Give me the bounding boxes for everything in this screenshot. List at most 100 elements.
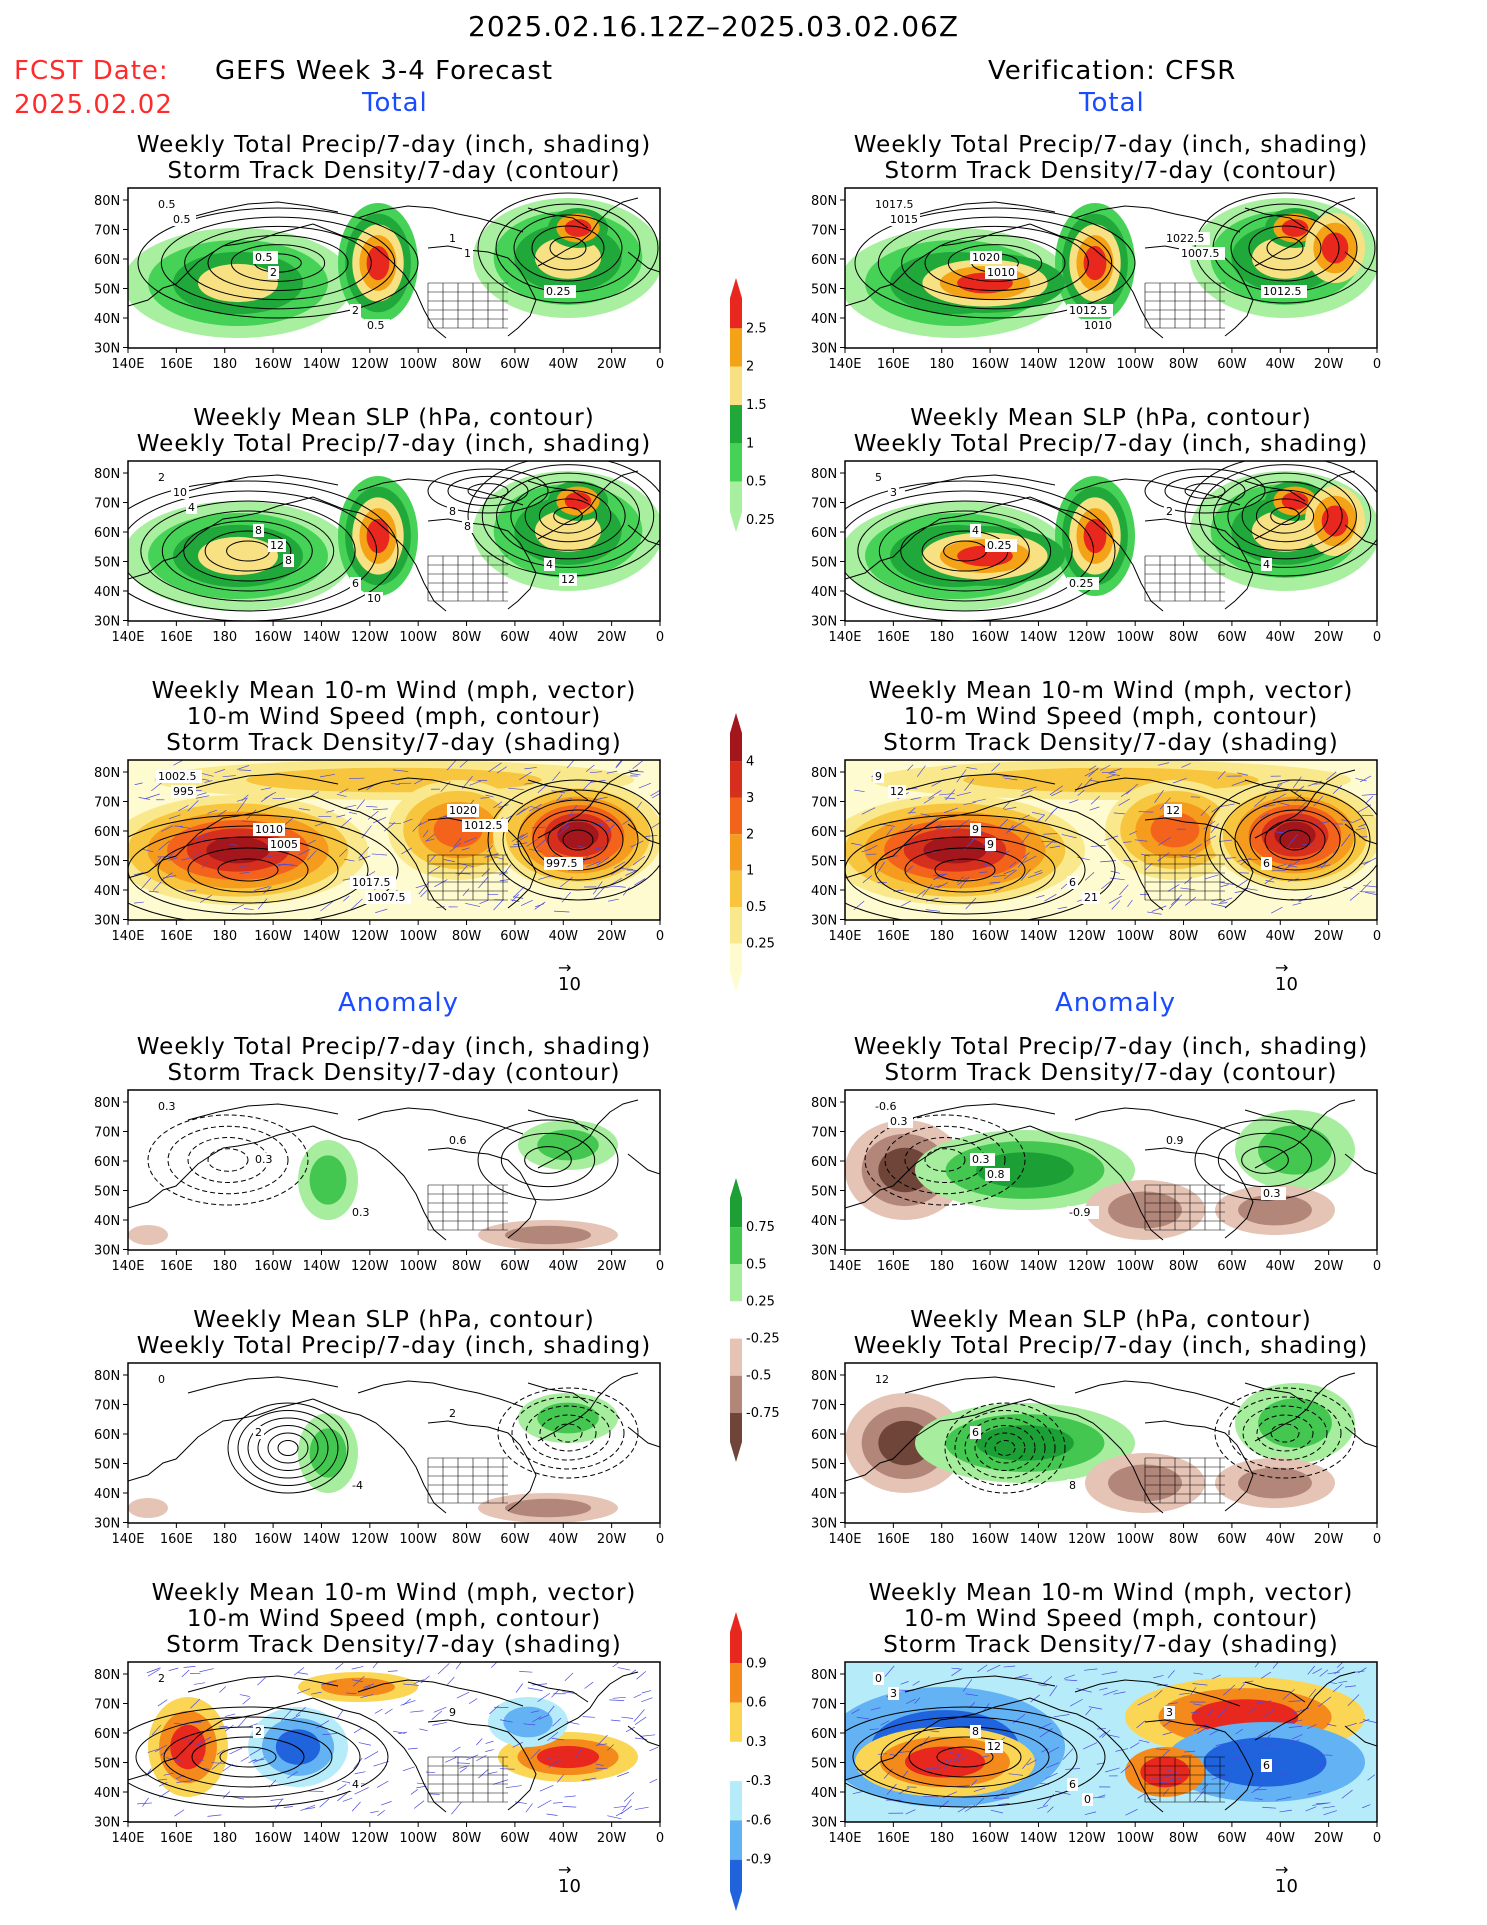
wind-vector xyxy=(1273,1740,1284,1751)
wind-vector xyxy=(517,806,530,815)
lat-label: 70N xyxy=(94,1126,120,1141)
wind-vector xyxy=(336,793,347,797)
contour-label: 2 xyxy=(1166,505,1173,518)
wind-vector xyxy=(222,1791,230,1799)
wind-vector xyxy=(1204,874,1219,880)
wind-vector xyxy=(1298,806,1307,817)
wind-vector xyxy=(1275,1796,1292,1801)
wind-vector xyxy=(463,837,477,843)
wind-vector xyxy=(1064,1679,1078,1682)
contour-label-bg xyxy=(888,785,906,798)
lon-label: 20W xyxy=(597,1831,627,1846)
wind-vector xyxy=(1126,783,1139,795)
wind-vector xyxy=(992,874,1006,878)
wind-vector xyxy=(914,889,926,899)
panel-title: Weekly Mean SLP (hPa, contour) Weekly Tot… xyxy=(805,1307,1417,1359)
lon-label: 60W xyxy=(500,1831,530,1846)
wind-vector xyxy=(1306,1724,1317,1729)
wind-vector xyxy=(649,1778,658,1784)
contour-label-bg xyxy=(544,558,555,571)
wind-vector xyxy=(418,882,430,895)
colorbar-swatch xyxy=(730,1264,742,1302)
coastline xyxy=(187,1675,339,1693)
wind-vector xyxy=(989,881,1001,884)
colorbar-label: 1 xyxy=(746,436,754,451)
contour-label-bg xyxy=(253,1153,278,1166)
wind-vector xyxy=(239,872,250,874)
wind-vector xyxy=(922,883,933,897)
wind-vector xyxy=(320,901,333,912)
contour-line xyxy=(845,1706,1106,1808)
storm-shading xyxy=(1150,812,1200,848)
lon-label: 80W xyxy=(1169,929,1199,944)
contour-label-bg xyxy=(447,1706,458,1719)
wind-vector xyxy=(1069,1698,1083,1707)
contour-line xyxy=(167,1125,289,1195)
wind-vector xyxy=(515,1683,523,1693)
panel-title-line: Weekly Mean SLP (hPa, contour) xyxy=(193,405,595,431)
wind-vector xyxy=(615,760,623,769)
wind-vector xyxy=(1161,1775,1172,1778)
contour-label-bg xyxy=(985,838,996,851)
wind-vector xyxy=(144,793,160,800)
contour-line xyxy=(183,520,313,582)
wind-vector xyxy=(630,773,641,776)
lat-label: 50N xyxy=(94,1458,120,1473)
wind-vector xyxy=(352,1679,363,1683)
wind-vector xyxy=(1332,1683,1343,1693)
wind-vector xyxy=(429,1793,440,1795)
wind-vector xyxy=(530,1748,541,1760)
wind-vector xyxy=(958,819,970,827)
contour-label: -0.6 xyxy=(875,1100,896,1113)
lon-label: 60W xyxy=(500,929,530,944)
vector-reference: → 10 xyxy=(558,1860,581,1898)
coastline xyxy=(845,1125,1031,1209)
lon-label: 140E xyxy=(828,357,861,372)
wind-vector xyxy=(1220,884,1229,888)
contour-line xyxy=(1184,483,1226,499)
wind-vector xyxy=(316,1720,330,1729)
lon-label: 20W xyxy=(597,630,627,645)
wind-vector xyxy=(1017,856,1027,868)
wind-vector xyxy=(628,770,644,773)
wind-vector xyxy=(384,1708,393,1715)
wind-vector xyxy=(552,771,561,781)
contour-label: 0.5 xyxy=(173,213,191,226)
wind-vector xyxy=(292,1714,301,1720)
lat-label: 40N xyxy=(94,312,120,327)
coastline xyxy=(537,470,639,540)
panel-title: Weekly Total Precip/7-day (inch, shading… xyxy=(88,1034,700,1086)
contour-label: 6 xyxy=(1069,876,1076,889)
lon-label: 140W xyxy=(303,1532,341,1547)
wind-vector xyxy=(364,1751,379,1760)
map-content: 2 2 4 9 xyxy=(128,1662,660,1820)
contour-label-bg xyxy=(559,573,577,586)
lon-label: 0 xyxy=(1373,357,1381,372)
wind-vector xyxy=(962,1678,973,1692)
lon-label: 140E xyxy=(828,630,861,645)
wind-vector xyxy=(1011,820,1025,829)
colorbar-label: 0.25 xyxy=(746,1294,775,1309)
wind-vector xyxy=(391,782,400,786)
contour-label: 1022.5 xyxy=(1166,232,1205,245)
wind-vector xyxy=(400,1700,416,1706)
wind-vector xyxy=(561,891,572,903)
lat-label: 30N xyxy=(811,1244,837,1259)
wind-vector xyxy=(1341,833,1351,847)
wind-vector xyxy=(257,1677,266,1686)
wind-vector xyxy=(263,886,272,894)
colorbar-swatch xyxy=(730,1612,742,1664)
coastline xyxy=(1254,197,1356,267)
coastline xyxy=(627,823,660,845)
contour-label-bg xyxy=(156,198,181,211)
wind-vector xyxy=(850,842,863,846)
wind-vector xyxy=(462,888,470,897)
contour-label-bg xyxy=(888,1687,899,1700)
panel-title-line: Weekly Mean SLP (hPa, contour) xyxy=(193,1307,595,1333)
coastline xyxy=(904,474,1056,492)
lon-label: 40W xyxy=(549,630,579,645)
wind-vector xyxy=(476,1738,483,1746)
wind-vector xyxy=(322,1733,338,1736)
wind-vector xyxy=(158,1778,167,1781)
wind-vector xyxy=(451,1801,462,1815)
